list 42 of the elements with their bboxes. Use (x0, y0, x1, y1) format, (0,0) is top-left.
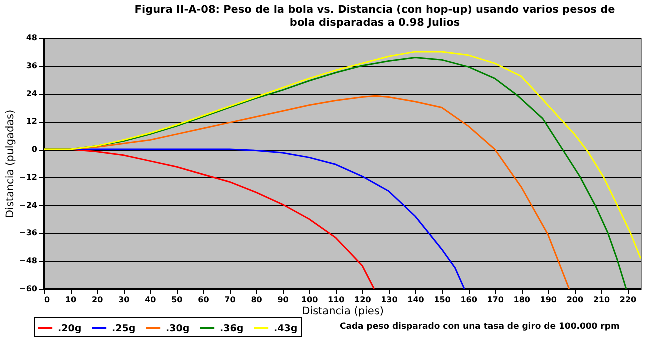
x-tick-label: 170 (487, 296, 504, 304)
x-tick-label: 200 (566, 296, 584, 304)
x-tick-label: 190 (540, 296, 558, 304)
y-tick-label: −36 (20, 228, 38, 238)
x-tick-label: 220 (620, 296, 638, 304)
x-tick-label: 110 (328, 296, 346, 304)
legend-label: .43g (274, 324, 298, 334)
x-tick-label: 0 (44, 296, 50, 304)
x-tick-label: 100 (301, 296, 319, 304)
x-tick-label: 80 (251, 296, 263, 304)
y-tick-label: 48 (26, 34, 38, 42)
x-axis-title: Distancia (pies) (302, 306, 384, 318)
y-tick-label: −24 (20, 200, 38, 210)
x-tick-label: 180 (514, 296, 531, 304)
y-tick-label: −12 (20, 172, 38, 182)
x-tick-label: 50 (172, 296, 184, 304)
x-tick-label: 70 (224, 296, 236, 304)
x-tick-label: 150 (434, 296, 452, 304)
x-tick-label: 30 (118, 296, 130, 304)
y-tick-label: 12 (26, 117, 38, 126)
x-tick-label: 160 (460, 296, 478, 304)
x-tick-label: 20 (92, 296, 104, 304)
x-tick-label: 210 (593, 296, 610, 304)
legend-label: .20g (58, 324, 82, 334)
y-axis-title: Distancia (pulgadas) (4, 110, 17, 218)
x-tick-label: 140 (408, 296, 425, 304)
x-tick-label: 40 (145, 296, 157, 304)
legend-label: .36g (220, 324, 244, 334)
x-tick-label: 120 (354, 296, 372, 304)
x-tick-label: 90 (278, 296, 290, 304)
y-tick-label: 0 (32, 145, 38, 154)
y-tick-label: −60 (20, 284, 38, 294)
y-tick-label: 24 (26, 89, 38, 98)
x-tick-label: 130 (381, 296, 398, 304)
y-tick-label: −48 (20, 256, 38, 266)
x-tick-label: 60 (198, 296, 210, 304)
text: Cada peso disparado con una tasa de giro de 100.000 rpm (340, 322, 620, 332)
y-tick-label: 36 (26, 61, 38, 70)
legend-label: .25g (112, 324, 136, 334)
x-tick-label: 10 (65, 296, 78, 304)
chart-title: Figura II-A-08: Peso de la bola vs. Distancia (con hop-up) usando varios pesos de bola disparadas a 0.98 Julios (134, 4, 616, 30)
legend-label: .30g (166, 324, 190, 334)
